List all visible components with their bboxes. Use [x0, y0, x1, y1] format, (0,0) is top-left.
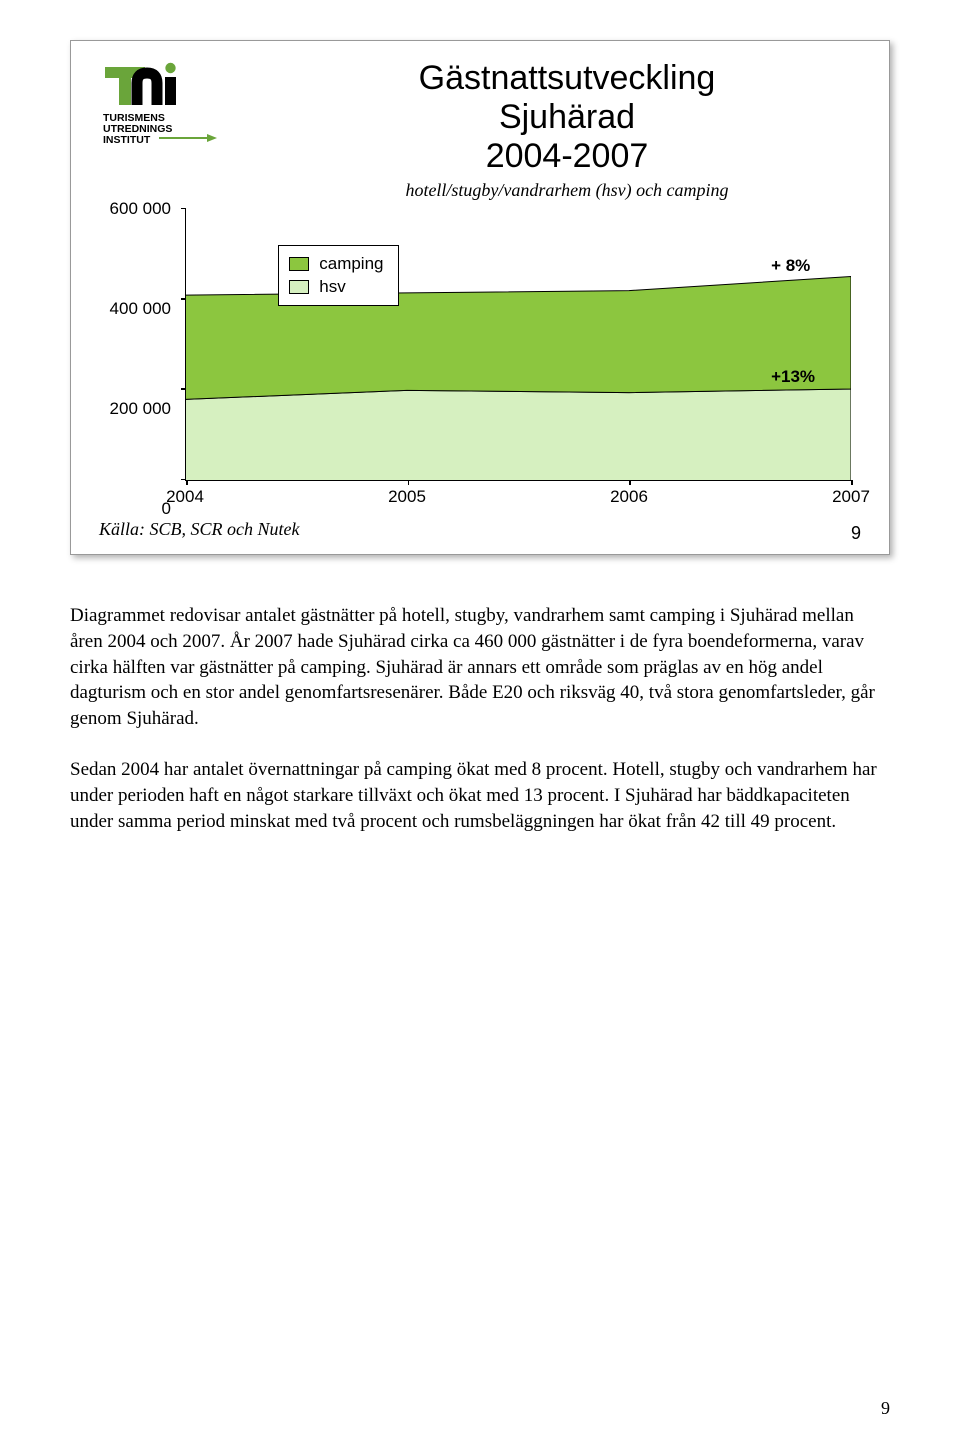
y-axis-labels: 0200 000400 000600 000 — [99, 209, 179, 509]
y-tick-label: 400 000 — [110, 299, 171, 319]
logo-text-3: INSTITUT — [103, 134, 151, 146]
chart-annotation: +13% — [771, 367, 815, 387]
chart-title-block: Gästnattsutveckling Sjuhärad 2004-2007 h… — [273, 59, 861, 201]
plot-area: campinghsv + 8% +13% — [185, 209, 851, 481]
x-tick-label: 2007 — [832, 487, 870, 507]
y-tick-label: 200 000 — [110, 399, 171, 419]
x-tick-label: 2005 — [388, 487, 426, 507]
y-tick — [181, 388, 186, 390]
plot-wrap: 0200 000400 000600 000 campinghsv + 8%+1… — [99, 209, 861, 509]
chart-header: TURISMENS UTREDNINGS INSTITUT Gästnattsu… — [99, 59, 861, 201]
legend-item: camping — [289, 252, 383, 276]
legend: campinghsv — [278, 245, 398, 307]
slide-number: 9 — [851, 523, 861, 544]
y-tick-label: 600 000 — [110, 199, 171, 219]
y-tick — [181, 208, 186, 210]
legend-label: hsv — [319, 275, 345, 299]
legend-label: camping — [319, 252, 383, 276]
paragraph-2: Sedan 2004 har antalet övernattningar på… — [70, 757, 890, 834]
chart-card: TURISMENS UTREDNINGS INSTITUT Gästnattsu… — [70, 40, 890, 555]
logo: TURISMENS UTREDNINGS INSTITUT — [99, 59, 249, 152]
chart-source: Källa: SCB, SCR och Nutek — [99, 519, 861, 540]
x-tick-label: 2006 — [610, 487, 648, 507]
legend-swatch — [289, 257, 309, 271]
chart-title: Gästnattsutveckling Sjuhärad 2004-2007 — [273, 59, 861, 176]
paragraph-1: Diagrammet redovisar antalet gästnätter … — [70, 603, 890, 731]
chart-subtitle: hotell/stugby/vandrarhem (hsv) och campi… — [273, 180, 861, 201]
chart-annotation: + 8% — [771, 256, 810, 276]
area-chart: 0200 000400 000600 000 campinghsv + 8%+1… — [99, 209, 861, 509]
body-text: Diagrammet redovisar antalet gästnätter … — [70, 603, 890, 834]
x-tick-label: 2004 — [166, 487, 204, 507]
x-axis-labels: 2004200520062007 — [185, 485, 851, 509]
page-number: 9 — [881, 1398, 890, 1419]
legend-swatch — [289, 280, 309, 294]
y-tick — [181, 298, 186, 300]
x-tick — [851, 480, 853, 485]
legend-item: hsv — [289, 275, 383, 299]
